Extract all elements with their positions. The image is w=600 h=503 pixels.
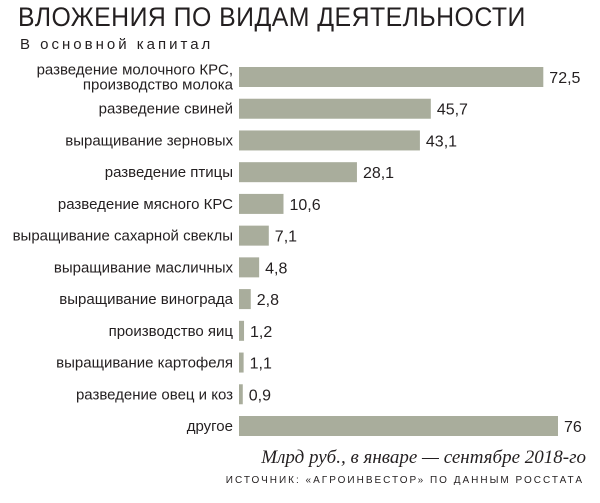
data-label: 45,7: [437, 102, 468, 119]
data-label: 0,9: [249, 387, 271, 404]
source-note: ИСТОЧНИК: «АГРОИНВЕСТОР» ПО ДАННЫМ РОССТ…: [225, 475, 584, 486]
bar: [239, 193, 284, 214]
data-label: 43,1: [426, 133, 457, 150]
bar: [239, 225, 269, 246]
bar: [239, 289, 251, 310]
chart-title: ВЛОЖЕНИЯ ПО ВИДАМ ДЕЯТЕЛЬНОСТИ: [18, 2, 526, 32]
category-label: другое: [187, 418, 233, 435]
bar: [239, 98, 431, 119]
data-label: 7,1: [275, 229, 297, 246]
category-label: разведение птицы: [105, 164, 233, 181]
data-label: 72,5: [549, 70, 580, 87]
bar: [239, 320, 245, 341]
category-label: выращивание сахарной свеклы: [13, 228, 233, 245]
bar: [239, 162, 357, 183]
category-label: разведение мясного КРС: [58, 196, 233, 213]
category-label: выращивание зерновых: [65, 132, 233, 149]
category-label: выращивание винограда: [59, 291, 233, 308]
data-label: 10,6: [289, 197, 320, 214]
data-label: 2,8: [257, 292, 279, 309]
category-label: выращивание масличных: [54, 259, 234, 276]
chart-subtitle: В основной капитал: [20, 36, 214, 53]
category-label: разведение молочного КРС, производство мо…: [37, 62, 234, 94]
category-label: выращивание картофеля: [56, 355, 233, 372]
category-label: производство яиц: [109, 323, 234, 340]
data-label: 28,1: [363, 165, 394, 182]
bar: [239, 67, 544, 87]
bar: [239, 352, 244, 373]
units-caption: Млрд руб., в январе — сентябре 2018-го: [261, 447, 586, 468]
data-label: 1,2: [250, 324, 272, 341]
data-label: 1,1: [250, 356, 272, 373]
bar: [239, 257, 260, 278]
bar: [239, 416, 558, 436]
bar: [239, 384, 243, 405]
bar: [239, 130, 420, 151]
data-label: 4,8: [265, 260, 287, 277]
category-label: разведение свиней: [99, 101, 233, 118]
data-label: 76: [564, 419, 582, 436]
category-label: разведение овец и коз: [76, 386, 233, 403]
